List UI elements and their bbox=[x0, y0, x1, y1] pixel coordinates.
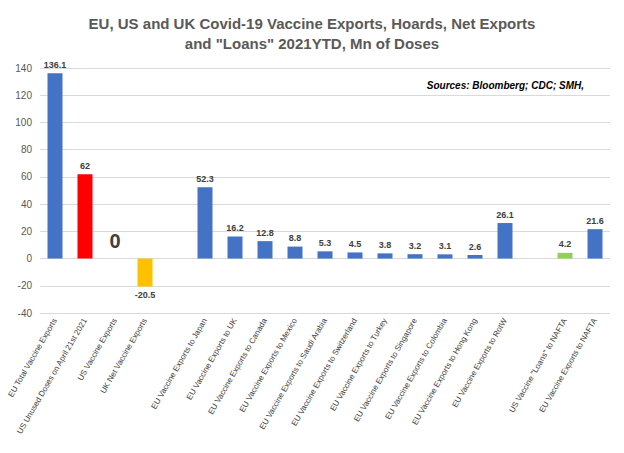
svg-text:EU Vaccine Exports to Saudi Ar: EU Vaccine Exports to Saudi Arabia bbox=[257, 316, 329, 432]
svg-text:UK Net Vaccine Exports: UK Net Vaccine Exports bbox=[99, 317, 149, 395]
svg-text:Sources: Bloomberg; CDC; SMH,: Sources: Bloomberg; CDC; SMH, bbox=[427, 80, 584, 91]
svg-text:4.5: 4.5 bbox=[349, 239, 362, 249]
svg-text:4.2: 4.2 bbox=[559, 239, 572, 249]
svg-text:EU Vaccine Exports to Canada: EU Vaccine Exports to Canada bbox=[206, 316, 269, 416]
svg-text:EU Total Vaccine Exports: EU Total Vaccine Exports bbox=[6, 316, 59, 399]
svg-text:8.8: 8.8 bbox=[289, 233, 302, 243]
svg-text:EU Vaccine Exports to RotW: EU Vaccine Exports to RotW bbox=[450, 316, 509, 409]
svg-text:62: 62 bbox=[80, 161, 90, 171]
svg-text:12.8: 12.8 bbox=[256, 228, 274, 238]
svg-text:-40: -40 bbox=[18, 308, 33, 319]
svg-text:120: 120 bbox=[15, 90, 32, 101]
svg-text:2.6: 2.6 bbox=[469, 242, 482, 252]
svg-text:52.3: 52.3 bbox=[196, 174, 214, 184]
svg-text:US Vaccine Exports: US Vaccine Exports bbox=[75, 316, 119, 383]
svg-text:EU Vaccine Exports to Mexico: EU Vaccine Exports to Mexico bbox=[238, 316, 299, 413]
svg-text:EU Vaccine Exports to NAFTA: EU Vaccine Exports to NAFTA bbox=[538, 316, 600, 414]
svg-text:100: 100 bbox=[15, 117, 32, 128]
svg-text:3.2: 3.2 bbox=[409, 241, 422, 251]
svg-text:21.6: 21.6 bbox=[586, 216, 604, 226]
svg-text:16.2: 16.2 bbox=[226, 223, 244, 233]
svg-text:136.1: 136.1 bbox=[44, 60, 67, 70]
svg-text:20: 20 bbox=[21, 226, 33, 237]
svg-text:40: 40 bbox=[21, 199, 33, 210]
svg-text:US Vaccine "Loans" to NAFTA: US Vaccine "Loans" to NAFTA bbox=[507, 316, 569, 414]
svg-text:US Unused Doses on April 21st: US Unused Doses on April 21st 2021 bbox=[15, 316, 89, 436]
svg-text:EU Vaccine Exports to Switzerl: EU Vaccine Exports to Switzerland bbox=[289, 316, 359, 428]
svg-text:3.8: 3.8 bbox=[379, 240, 392, 250]
svg-text:EU, US and UK Covid-19 Vaccine: EU, US and UK Covid-19 Vaccine Exports, … bbox=[89, 15, 536, 32]
svg-text:-20.5: -20.5 bbox=[135, 290, 156, 300]
svg-text:80: 80 bbox=[21, 144, 33, 155]
svg-text:26.1: 26.1 bbox=[496, 210, 514, 220]
svg-text:EU Vaccine Exports to Turkey: EU Vaccine Exports to Turkey bbox=[328, 317, 389, 413]
svg-text:60: 60 bbox=[21, 171, 33, 182]
svg-text:-20: -20 bbox=[18, 280, 33, 291]
svg-text:EU Vaccine Exports to Singapor: EU Vaccine Exports to Singapore bbox=[352, 316, 419, 423]
svg-text:140: 140 bbox=[15, 63, 32, 74]
svg-text:EU Vaccine Exports to Colombia: EU Vaccine Exports to Colombia bbox=[383, 316, 449, 421]
svg-text:EU Vaccine Exports to Japan: EU Vaccine Exports to Japan bbox=[149, 317, 208, 411]
svg-text:EU Vaccine Exports to UK: EU Vaccine Exports to UK bbox=[185, 316, 239, 401]
svg-text:0: 0 bbox=[109, 230, 120, 252]
svg-text:5.3: 5.3 bbox=[319, 238, 332, 248]
svg-text:EU Vaccine Exports to Hong Kon: EU Vaccine Exports to Hong Kong bbox=[410, 316, 479, 427]
svg-text:and "Loans" 2021YTD, Mn of Dos: and "Loans" 2021YTD, Mn of Doses bbox=[185, 35, 439, 52]
svg-text:0: 0 bbox=[26, 253, 32, 264]
svg-text:3.1: 3.1 bbox=[439, 241, 452, 251]
